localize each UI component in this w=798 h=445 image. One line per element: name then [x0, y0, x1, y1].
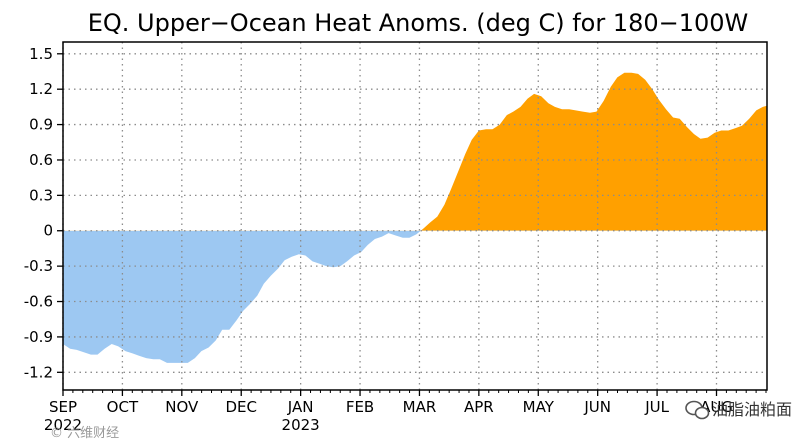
- y-tick-label: -0.9: [24, 328, 53, 346]
- watermark-right: 油脂油粕面: [712, 400, 792, 419]
- y-tick-label: -0.6: [24, 293, 53, 311]
- tick-layer: [57, 53, 767, 396]
- x-month-label: OCT: [107, 398, 139, 416]
- y-tick-label: 0.9: [29, 116, 53, 134]
- y-tick-label: -0.3: [24, 257, 53, 275]
- watermark-left: © 六维财经: [50, 426, 119, 441]
- x-month-label: JUL: [644, 398, 669, 416]
- plot-frame: [62, 41, 768, 391]
- y-tick-label: -1.2: [24, 363, 53, 381]
- x-month-label: DEC: [225, 398, 257, 416]
- chart-title: EQ. Upper−Ocean Heat Anoms. (deg C) for …: [88, 9, 749, 37]
- x-month-label: JUN: [583, 398, 611, 416]
- x-month-label: MAR: [403, 398, 437, 416]
- y-tick-label: 1.2: [29, 80, 53, 98]
- x-month-label: MAY: [523, 398, 555, 416]
- wechat-icon: [685, 400, 710, 420]
- area-layer: [63, 72, 767, 363]
- label-layer: 1.5 1.2 0.9 0.6 0.3 0 -0.3 -0.6 -0.9 -1.2 SEP OCT NO…: [24, 45, 733, 434]
- x-month-label: JAN: [287, 398, 314, 416]
- watermark: © 六维财经 油脂油粕面: [50, 400, 792, 441]
- x-month-label: APR: [464, 398, 494, 416]
- positive-anomaly-area: [63, 72, 767, 231]
- negative-anomaly-area: [63, 230, 421, 363]
- x-month-label: NOV: [165, 398, 199, 416]
- x-year-label: 2022: [44, 416, 82, 434]
- x-month-label: FEB: [346, 398, 374, 416]
- y-tick-label: 0.3: [29, 186, 53, 204]
- y-tick-label: 0: [43, 222, 53, 240]
- y-tick-label: 0.6: [29, 151, 53, 169]
- x-month-label: SEP: [49, 398, 77, 416]
- y-tick-label: 1.5: [29, 45, 53, 63]
- x-year-label: 2023: [282, 416, 320, 434]
- grid-layer: [62, 42, 767, 390]
